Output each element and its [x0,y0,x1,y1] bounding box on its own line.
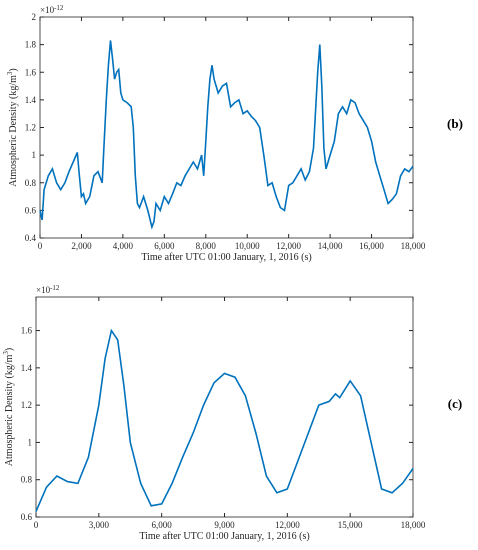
x-tick-label: 18,000 [401,241,426,251]
x-tick-label: 6,000 [154,241,175,251]
x-tick-label: 4,000 [113,241,134,251]
multiplier: ×10-12 [40,4,64,15]
axes-box [35,296,414,518]
x-tick-label: 3,000 [89,520,110,530]
x-tick-label: 9,000 [214,520,235,530]
chart: 0.4 0.6 0.8 1 1.2 1.4 1.6 1.8 2 0 2,000 4,000 6,000 8… [6,4,463,263]
x-tick-label: 15,000 [338,520,363,530]
multiplier-base: ×10 [36,285,51,295]
y-tick-label: 1.4 [25,95,37,105]
x-tick-label: 2,000 [71,241,92,251]
x-tick-label: 16,000 [359,241,384,251]
y-axis-label: Atmospheric Density (kg/m3) [2,348,15,467]
x-tick-label: 8,000 [196,241,217,251]
data-line [35,328,414,512]
x-axis-label: Time after UTC 01:00 January, 1, 2016 (s… [139,531,309,542]
y-tick-label: 1.6 [25,67,37,77]
y-tick-label: 0.6 [25,205,37,215]
multiplier-exponent: -12 [54,4,64,12]
y-tick-label: 0.4 [25,233,37,243]
y-axis-label: Atmospheric Density (kg/m3) [6,68,19,187]
multiplier-base: ×10 [40,5,55,15]
y-tick-label: 1.4 [21,363,33,373]
y-tick-label: 1 [28,437,33,447]
x-tick-label: 0 [34,520,39,530]
axes-box [39,16,414,239]
x-tick-label: 12,000 [276,241,301,251]
x-tick-label: 18,000 [401,520,426,530]
y-tick-label: 1.2 [21,400,32,410]
y-tick-label: 1.6 [21,326,33,336]
y-axis-label-text: Atmospheric Density (kg/m [8,75,19,187]
multiplier-exponent: -12 [50,284,60,292]
x-tick-label: 6,000 [152,520,173,530]
x-tick-label: 14,000 [318,241,343,251]
y-tick-label: 2 [32,12,37,22]
y-axis-label-close: ) [8,68,19,71]
chart: 0.6 0.8 1 1.2 1.4 1.6 0 3,000 6,000 9,000 12,000 15… [2,284,462,542]
panel-label: (b) [447,116,463,131]
y-tick-label: 1 [32,150,37,160]
panel-label: (c) [448,396,462,411]
y-axis-label-close: ) [4,348,15,351]
y-axis-label-exponent: 3 [2,351,10,355]
y-tick-label: 0.8 [25,178,37,188]
x-tick-label: 10,000 [235,241,260,251]
y-tick-label: 1.8 [25,40,37,50]
y-axis-label-exponent: 3 [6,71,14,75]
x-axis-label: Time after UTC 01:00 January, 1, 2016 (s… [141,252,311,263]
y-tick-label: 0.8 [21,475,33,485]
y-axis-label-text: Atmospheric Density (kg/m [4,354,15,466]
x-tick-label: 0 [38,241,43,251]
x-tick-label: 12,000 [275,520,300,530]
y-tick-label: 1.2 [25,123,36,133]
multiplier: ×10-12 [36,284,60,295]
y-tick-label: 0.6 [21,512,33,522]
data-line [39,40,414,230]
